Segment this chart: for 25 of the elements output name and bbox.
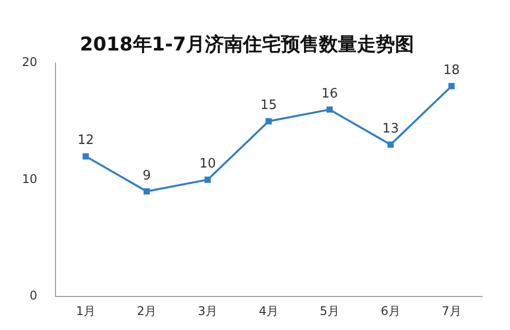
- point: [144, 188, 150, 195]
- x-tick-label: 4月: [258, 304, 278, 318]
- y-tick-label: 10: [22, 172, 38, 186]
- x-tick-label: 2月: [136, 304, 157, 318]
- data-label: 13: [382, 122, 399, 137]
- data-label: 15: [260, 98, 277, 114]
- chart-title: 2018年1-7月济南住宅预售数量走势图: [80, 33, 414, 56]
- data-label: 18: [443, 63, 460, 78]
- y-tick-label: 0: [30, 288, 38, 303]
- x-tick-label: 1月: [76, 304, 96, 318]
- data-label: 16: [321, 86, 338, 102]
- x-tick-label: 3月: [198, 304, 218, 318]
- point: [266, 118, 272, 124]
- data-label: 9: [142, 168, 151, 184]
- x-tick-label: 6月: [380, 304, 400, 318]
- x-tick-label: 5月: [320, 304, 340, 318]
- point: [82, 153, 89, 160]
- y-tick-label: 20: [22, 54, 38, 69]
- point: [326, 106, 333, 113]
- point: [448, 83, 455, 90]
- data-label: 12: [77, 133, 94, 148]
- point: [204, 176, 211, 183]
- x-tick-label: 7月: [442, 304, 462, 318]
- point: [387, 142, 394, 148]
- data-label: 10: [199, 156, 216, 172]
